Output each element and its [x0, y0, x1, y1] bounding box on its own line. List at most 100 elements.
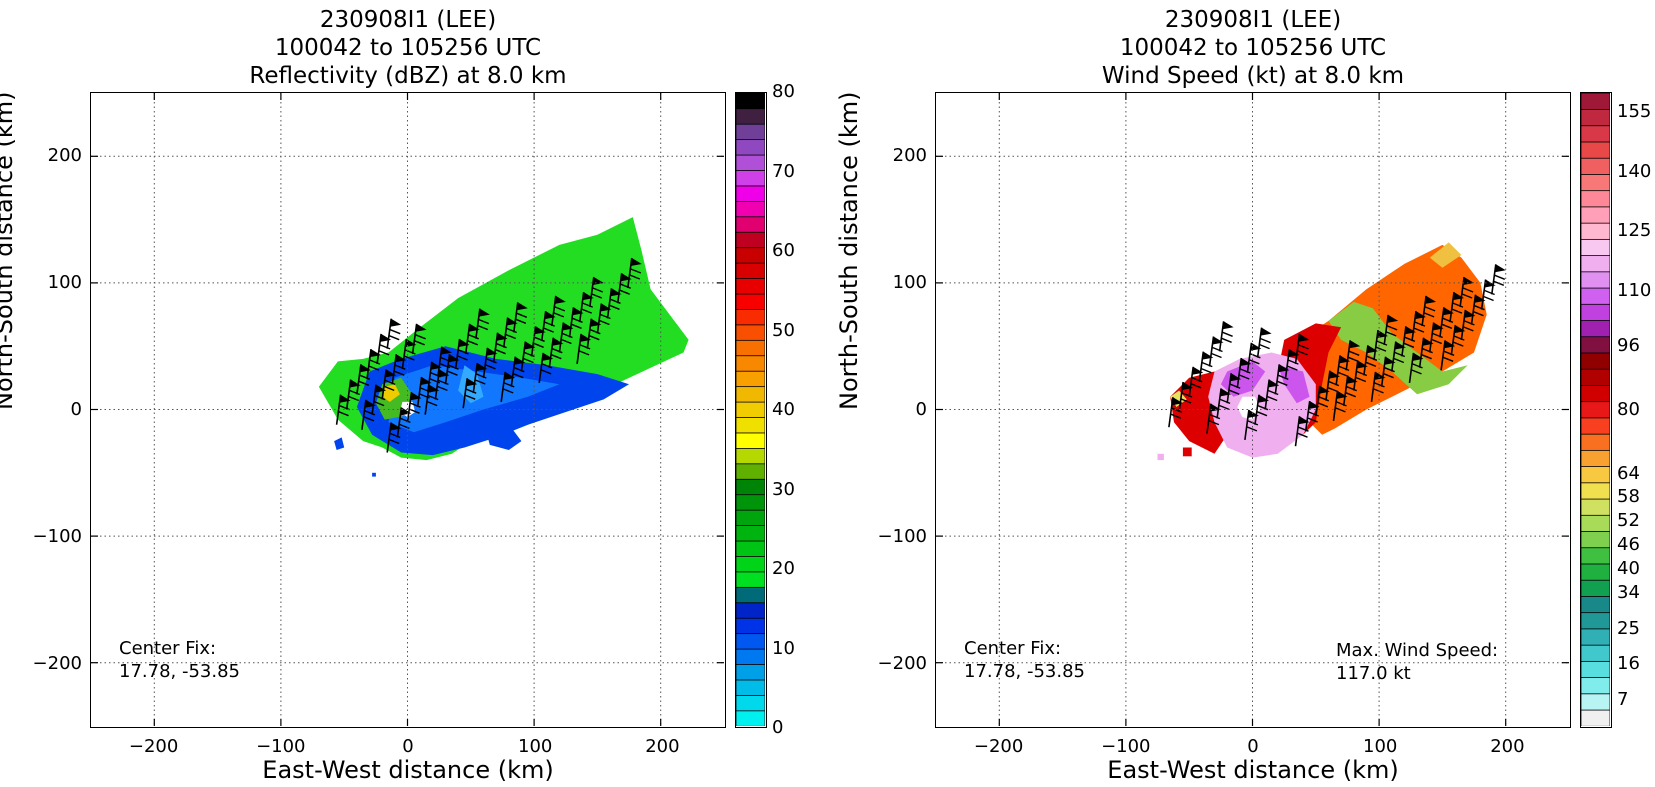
center-fix-label: Center Fix:	[119, 638, 217, 659]
max-wind-annotation: Max. Wind Speed: 117.0 kt	[1336, 639, 1498, 685]
wind-barb-staff	[1418, 337, 1425, 368]
wind-barb-tick	[591, 293, 603, 299]
wind-barb	[1450, 324, 1466, 356]
colorbar-swatch	[1581, 319, 1610, 338]
wind-barb-staff	[1460, 309, 1467, 341]
wind-barb-tick	[533, 342, 544, 348]
colorbar-swatch	[1581, 368, 1610, 386]
wind-barb-tick	[619, 289, 630, 295]
colorbar-swatch	[736, 694, 765, 712]
wind-barb-staff	[1168, 397, 1174, 428]
wind-barb	[1345, 340, 1361, 371]
colorbar-swatch	[1581, 141, 1610, 159]
wind-barb-tick	[378, 350, 390, 356]
wind-barb-tick	[476, 373, 487, 379]
wind-barb-staff	[1470, 294, 1477, 325]
wind-barb-staff	[434, 369, 441, 400]
wind-barb-staff	[1428, 322, 1435, 353]
wind-barb-staff	[1391, 341, 1397, 372]
wind-barb-staff	[1315, 385, 1321, 416]
wind-barb-tick	[415, 334, 426, 340]
wind-barb-tick	[1453, 341, 1464, 347]
data-region	[1157, 453, 1164, 461]
wind-barb	[568, 307, 584, 338]
wind-barb-staff	[589, 276, 595, 308]
colorbar-swatch	[1581, 547, 1610, 565]
colorbar-swatch	[736, 123, 765, 141]
wind-barb-tick	[1443, 350, 1455, 356]
colorbar-tick-label: 52	[1617, 510, 1640, 532]
wind-barb-tick	[1366, 355, 1378, 361]
center-fix-value: 17.78, -53.85	[119, 661, 240, 682]
wind-barb-tick	[1219, 398, 1231, 405]
wind-barb-flag	[1349, 340, 1361, 349]
wind-barb-tick	[579, 344, 591, 350]
wind-barb	[551, 295, 566, 327]
colorbar-tick-label: 80	[772, 81, 795, 102]
wind-barb-tick	[620, 283, 631, 289]
wind-barb-tick	[592, 287, 604, 293]
colorbar-swatch	[1581, 287, 1610, 305]
colorbar-tick-label: 155	[1617, 100, 1652, 122]
wind-barb-tick	[582, 302, 593, 308]
wind-barb-staff	[366, 348, 372, 380]
wind-barb-tick	[1454, 335, 1465, 341]
wind-barb-tick	[448, 364, 459, 370]
wind-barb-tick	[553, 312, 565, 318]
wind-barb-staff	[1449, 291, 1455, 323]
wind-barb-tick	[1374, 382, 1385, 388]
wind-barb-tick	[554, 306, 566, 312]
wind-barb-tick	[1335, 407, 1346, 413]
colorbar-tick-label: 140	[1617, 160, 1652, 182]
wind-barb-tick	[523, 357, 534, 364]
wind-barb-staff	[1226, 373, 1232, 404]
colorbar-swatch	[1581, 254, 1610, 273]
wind-barb-tick	[1257, 405, 1269, 411]
colorbar-swatch	[736, 385, 765, 403]
x-tick-label: 0	[402, 736, 414, 757]
wind-barb-tick	[1348, 350, 1360, 356]
wind-barb-tick	[359, 374, 371, 380]
wind-barb	[381, 369, 397, 400]
colorbar-swatch	[1581, 352, 1610, 370]
wind-barb-tick	[369, 359, 381, 365]
wind-barb-tick	[1259, 343, 1270, 350]
wind-barb-flag	[554, 295, 566, 304]
colorbar-swatch	[1581, 400, 1610, 419]
wind-barb-tick	[1404, 336, 1416, 342]
wind-barb-tick	[1355, 376, 1367, 383]
wind-barb-tick	[486, 358, 497, 364]
wind-barb-flag	[1260, 327, 1272, 336]
wind-barb-tick	[1191, 377, 1203, 383]
wind-barb-tick	[495, 349, 506, 355]
colorbar-swatch	[736, 586, 765, 604]
wind-barb-tick	[571, 323, 582, 329]
colorbar-swatch	[1581, 644, 1610, 662]
wind-barb	[371, 384, 387, 415]
colorbar-swatch	[1581, 676, 1610, 695]
wind-barb-staff	[464, 323, 471, 354]
wind-barb-tick	[502, 388, 514, 394]
wind-barb-tick	[399, 423, 410, 430]
wind-barb-tick	[630, 268, 642, 274]
colorbar-swatch	[1581, 595, 1610, 614]
wind-barb	[356, 364, 371, 395]
wind-barb-tick	[1464, 320, 1475, 326]
y-tick-label: 100	[892, 271, 927, 293]
center-fix-value: 17.78, -53.85	[964, 661, 1085, 682]
wind-barb	[411, 323, 427, 354]
wind-barb-tick	[1432, 332, 1443, 339]
wind-barb-staff	[376, 333, 382, 365]
wind-barb	[462, 378, 478, 409]
x-tick-label: −200	[973, 736, 1024, 757]
wind-barb-tick	[1385, 331, 1397, 337]
colorbar-swatch	[736, 293, 765, 310]
wind-barb	[1342, 375, 1358, 406]
colorbar-swatch	[1581, 449, 1610, 468]
x-tick-label: 200	[1490, 736, 1525, 757]
wind-barb-staff	[1408, 352, 1415, 384]
wind-barb-tick	[1375, 346, 1387, 352]
wind-barb-staff	[406, 392, 413, 423]
colorbar-swatch	[1581, 108, 1610, 127]
colorbar-swatch	[1581, 611, 1610, 630]
